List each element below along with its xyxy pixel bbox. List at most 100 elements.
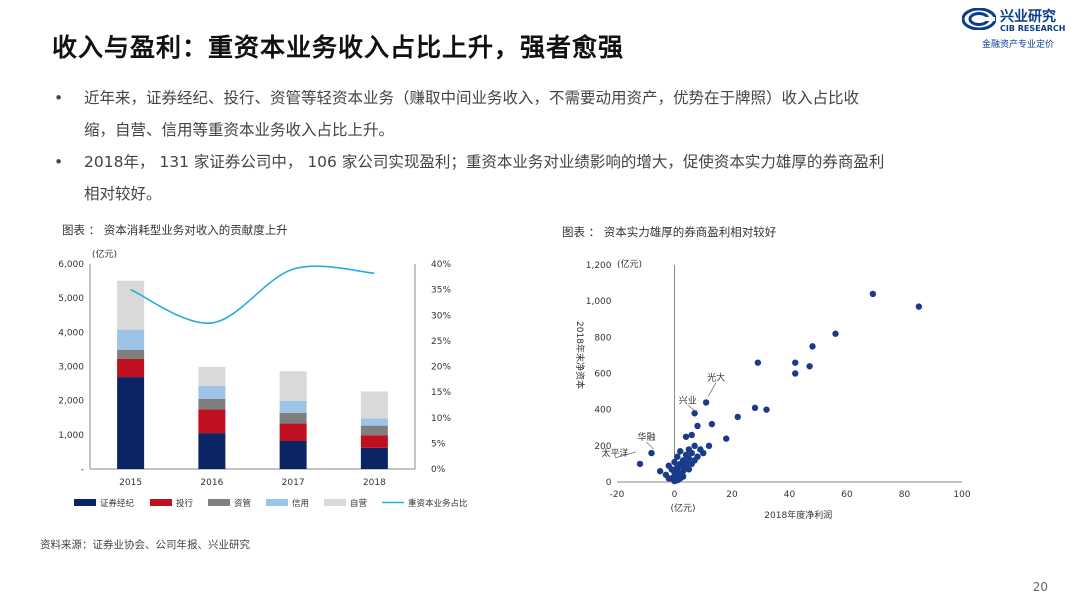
bar-segment — [117, 329, 145, 350]
annotation-leader — [646, 441, 654, 450]
logo-slogan: 金融资产专业定价 — [982, 40, 1055, 50]
scatter-point — [869, 290, 877, 298]
y-tick-label: 1,200 — [586, 261, 612, 271]
annotation-label: 太平洋 — [601, 447, 628, 459]
stacked-bar-chart: (亿元) - 1,000 2,000 3,000 4,000 5,000 6,000 0% 5% 1… — [58, 248, 468, 509]
scatter-point — [691, 410, 698, 417]
bullet-dot: • — [54, 89, 64, 107]
source-note: 资料来源：证券业协会、公司年报、兴业研究 — [40, 539, 250, 551]
scatter-point — [671, 458, 678, 466]
scatter-point — [682, 433, 690, 440]
scatter-point — [648, 449, 655, 457]
cib-logo-icon — [962, 8, 996, 30]
y2-tick-label: 30% — [431, 311, 451, 321]
bar-segment — [198, 385, 226, 399]
scatter-point — [688, 449, 695, 457]
chart1-caption: 图表 ： 资本消耗型业务对收入的贡献度上升 — [62, 223, 288, 237]
scatter-point — [792, 370, 799, 377]
y2-tick-label: 5% — [431, 439, 446, 449]
scatter-point — [671, 477, 678, 485]
scatter-point — [734, 413, 741, 421]
y-tick-label: 600 — [594, 370, 611, 380]
legend-swatch — [266, 499, 288, 506]
x-tick-label: 40 — [784, 490, 796, 500]
scatter-point — [705, 442, 713, 450]
x-tick-label: 2018 — [363, 478, 386, 488]
annotation-label: 华融 — [637, 431, 655, 443]
bullet-text: 缩，自营、信用等重资本业务收入占比上升。 — [84, 121, 395, 139]
scatter-point — [665, 475, 672, 482]
legend-label: 重资本业务占比 — [408, 498, 468, 509]
bullet-text: 近年来，证券经纪、投行、资管等轻资本业务（赚取中间业务收入，不需要动用资产，优势… — [84, 89, 860, 107]
scatter-point — [792, 359, 799, 366]
bar-segment — [117, 358, 145, 378]
scatter-point — [809, 343, 816, 350]
chart2-caption: 图表 ： 资本实力雄厚的券商盈利相对较好 — [562, 225, 777, 239]
legend-label: 投行 — [176, 498, 194, 509]
legend-label: 信用 — [292, 498, 309, 509]
legend-swatch — [208, 499, 230, 506]
y2-tick-label: 15% — [431, 388, 451, 398]
bar-segment — [117, 280, 145, 330]
y2-tick-label: 20% — [431, 363, 451, 373]
scatter-point — [674, 453, 681, 460]
scatter-point — [700, 449, 707, 457]
bar-segment — [279, 401, 307, 413]
bar-segment — [198, 366, 226, 386]
y2-tick-label: 40% — [431, 260, 451, 270]
x-tick-label: 60 — [841, 490, 853, 500]
page-number: 20 — [1032, 580, 1048, 594]
x-tick-label: 0 — [672, 490, 678, 500]
y2-tick-label: 0% — [431, 465, 446, 475]
x-tick-label: 20 — [726, 490, 738, 500]
annotation-leader — [614, 451, 637, 459]
scatter-point — [915, 303, 923, 310]
bullet-list: • 近年来，证券经纪、投行、资管等轻资本业务（赚取中间业务收入，不需要动用资产，… — [54, 82, 1034, 210]
annotation-label: 兴业 — [679, 395, 697, 406]
scatter-point — [636, 460, 644, 468]
legend-label: 证券经纪 — [100, 498, 135, 509]
scatter-point — [685, 455, 693, 462]
bar-segment — [198, 398, 226, 410]
legend-swatch — [324, 499, 346, 506]
bar-segment — [117, 349, 145, 359]
scatter-point — [679, 467, 687, 475]
x-axis-title: 2018年度净利润 — [764, 509, 832, 521]
y-axis-unit: (亿元) — [617, 258, 642, 270]
y2-tick-label: 10% — [431, 414, 451, 424]
scatter-point — [688, 431, 695, 439]
y-tick-label: 800 — [594, 333, 611, 343]
scatter-point — [754, 359, 762, 366]
x-axis-unit: (亿元) — [671, 502, 696, 514]
scatter-point — [679, 473, 687, 480]
y-tick-label: 4,000 — [58, 328, 84, 338]
bar-segment — [279, 423, 307, 441]
bar-segment — [279, 412, 307, 424]
bullet-text: 2018年， 131 家证券公司中， 106 家公司实现盈利；重资本业务对业绩影… — [84, 153, 885, 171]
scatter-point — [685, 466, 693, 473]
scatter-point — [832, 330, 839, 337]
legend-swatch — [150, 499, 172, 506]
scatter-point — [694, 453, 701, 460]
scatter-point — [702, 399, 710, 406]
scatter-chart: 0 200 400 600 800 1,000 1,200 -20 0 20 40 60 80 100 (亿… — [574, 258, 971, 521]
annotation-leader — [707, 382, 717, 397]
scatter-point — [708, 420, 716, 428]
scatter-point — [763, 406, 770, 413]
x-tick-label: 80 — [899, 490, 911, 500]
y2-tick-label: 35% — [431, 286, 451, 296]
y-tick-label: 2,000 — [58, 397, 84, 407]
scatter-point — [694, 422, 701, 430]
y-tick-label: 5,000 — [58, 294, 84, 304]
scatter-point — [677, 448, 684, 455]
bar-segment — [360, 391, 388, 419]
y-tick-label: 6,000 — [58, 260, 84, 270]
page-title: 收入与盈利：重资本业务收入占比上升，强者愈强 — [52, 33, 625, 62]
bar-segment — [198, 433, 226, 469]
y-axis-unit: (亿元) — [92, 248, 117, 260]
scatter-point — [806, 363, 813, 370]
line-series-path — [130, 265, 375, 324]
bar-segment — [198, 409, 226, 434]
logo-text: 兴业研究 — [1000, 9, 1056, 25]
scatter-point — [691, 442, 698, 450]
